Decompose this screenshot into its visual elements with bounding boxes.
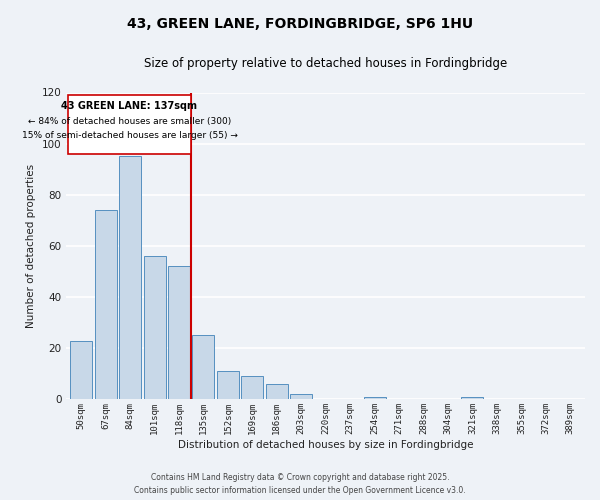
Title: Size of property relative to detached houses in Fordingbridge: Size of property relative to detached ho… <box>144 58 508 70</box>
Y-axis label: Number of detached properties: Number of detached properties <box>26 164 36 328</box>
Text: 43 GREEN LANE: 137sqm: 43 GREEN LANE: 137sqm <box>61 102 197 112</box>
Bar <box>70 340 92 400</box>
Bar <box>241 376 263 400</box>
Bar <box>119 156 141 400</box>
Text: 43, GREEN LANE, FORDINGBRIDGE, SP6 1HU: 43, GREEN LANE, FORDINGBRIDGE, SP6 1HU <box>127 18 473 32</box>
Bar <box>68 95 191 154</box>
Text: 15% of semi-detached houses are larger (55) →: 15% of semi-detached houses are larger (… <box>22 131 238 140</box>
Bar <box>193 336 214 400</box>
Bar <box>143 256 166 400</box>
Bar <box>217 372 239 400</box>
Bar <box>266 384 288 400</box>
Bar <box>461 397 484 400</box>
Text: ← 84% of detached houses are smaller (300): ← 84% of detached houses are smaller (30… <box>28 117 231 126</box>
Bar <box>290 394 312 400</box>
Text: Contains HM Land Registry data © Crown copyright and database right 2025.
Contai: Contains HM Land Registry data © Crown c… <box>134 473 466 495</box>
X-axis label: Distribution of detached houses by size in Fordingbridge: Distribution of detached houses by size … <box>178 440 473 450</box>
Bar <box>168 266 190 400</box>
Bar <box>364 397 386 400</box>
Bar <box>95 210 116 400</box>
